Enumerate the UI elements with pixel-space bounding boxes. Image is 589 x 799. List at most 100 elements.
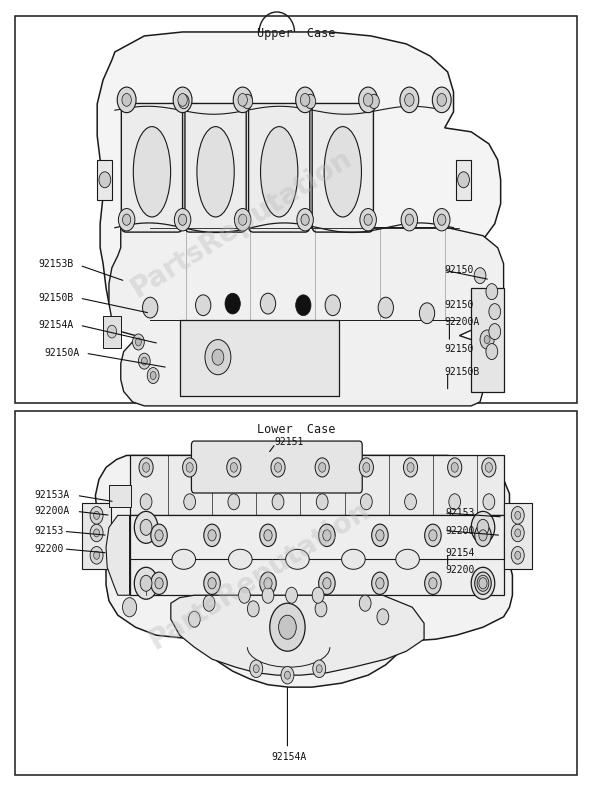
Circle shape: [407, 463, 414, 472]
Circle shape: [233, 87, 252, 113]
Circle shape: [203, 595, 215, 611]
Ellipse shape: [197, 126, 234, 217]
Circle shape: [140, 494, 152, 510]
Circle shape: [147, 368, 159, 384]
Circle shape: [297, 209, 313, 231]
Circle shape: [274, 463, 282, 472]
Circle shape: [359, 595, 371, 611]
Polygon shape: [109, 228, 504, 406]
Text: 92150: 92150: [445, 265, 474, 275]
Text: 92150A: 92150A: [44, 348, 80, 358]
Circle shape: [471, 511, 495, 543]
Circle shape: [437, 93, 446, 106]
Polygon shape: [106, 515, 130, 595]
Circle shape: [479, 530, 487, 541]
Circle shape: [155, 578, 163, 589]
Circle shape: [425, 524, 441, 547]
Ellipse shape: [324, 126, 362, 217]
Circle shape: [133, 334, 144, 350]
Text: 92200A: 92200A: [34, 507, 70, 516]
Circle shape: [260, 524, 276, 547]
Circle shape: [270, 603, 305, 651]
Ellipse shape: [172, 550, 196, 569]
Circle shape: [429, 578, 437, 589]
Circle shape: [458, 172, 469, 188]
Text: 92200: 92200: [34, 544, 64, 554]
Circle shape: [312, 587, 324, 603]
Circle shape: [250, 660, 263, 678]
Circle shape: [281, 666, 294, 684]
Circle shape: [376, 530, 384, 541]
Circle shape: [239, 587, 250, 603]
Circle shape: [253, 665, 259, 673]
Circle shape: [260, 572, 276, 594]
Circle shape: [515, 551, 521, 559]
Circle shape: [123, 214, 131, 225]
Text: PartsReputation: PartsReputation: [126, 144, 357, 304]
Circle shape: [484, 336, 490, 344]
Bar: [15, 411, 577, 775]
Circle shape: [228, 494, 240, 510]
Circle shape: [90, 547, 103, 564]
Circle shape: [359, 458, 373, 477]
Circle shape: [139, 458, 153, 477]
Circle shape: [178, 94, 189, 109]
Circle shape: [208, 578, 216, 589]
Ellipse shape: [229, 550, 252, 569]
Circle shape: [140, 519, 152, 535]
Bar: [504, 503, 532, 569]
Bar: [130, 515, 504, 595]
Circle shape: [319, 463, 326, 472]
Circle shape: [400, 87, 419, 113]
Circle shape: [323, 530, 331, 541]
Circle shape: [474, 268, 486, 284]
Circle shape: [419, 303, 435, 324]
Circle shape: [204, 524, 220, 547]
Text: 92150B: 92150B: [445, 367, 480, 376]
Circle shape: [475, 572, 491, 594]
Circle shape: [94, 551, 100, 559]
Circle shape: [230, 463, 237, 472]
Circle shape: [183, 458, 197, 477]
Circle shape: [486, 344, 498, 360]
Circle shape: [117, 87, 136, 113]
Circle shape: [369, 94, 379, 109]
Text: 92154A: 92154A: [38, 320, 74, 330]
Circle shape: [204, 572, 220, 594]
Circle shape: [264, 578, 272, 589]
Circle shape: [90, 507, 103, 524]
Circle shape: [143, 463, 150, 472]
Circle shape: [300, 93, 310, 106]
Circle shape: [425, 572, 441, 594]
Circle shape: [372, 524, 388, 547]
Circle shape: [296, 295, 311, 316]
Circle shape: [184, 494, 196, 510]
Circle shape: [471, 567, 495, 599]
Circle shape: [319, 572, 335, 594]
FancyBboxPatch shape: [191, 441, 362, 493]
Circle shape: [196, 295, 211, 316]
Circle shape: [451, 463, 458, 472]
Circle shape: [99, 172, 111, 188]
Polygon shape: [171, 595, 424, 675]
Text: 92150: 92150: [445, 300, 474, 310]
Circle shape: [363, 463, 370, 472]
Circle shape: [188, 611, 200, 627]
Polygon shape: [97, 32, 501, 312]
Circle shape: [94, 529, 100, 537]
Text: 92153: 92153: [34, 527, 64, 536]
Circle shape: [272, 494, 284, 510]
Circle shape: [360, 209, 376, 231]
FancyBboxPatch shape: [249, 103, 310, 232]
Text: 92200: 92200: [446, 526, 475, 535]
Circle shape: [135, 338, 141, 346]
Circle shape: [141, 357, 147, 365]
Circle shape: [511, 547, 524, 564]
Text: 92200A: 92200A: [445, 317, 480, 327]
Circle shape: [359, 87, 378, 113]
FancyBboxPatch shape: [185, 103, 246, 232]
Circle shape: [316, 665, 322, 673]
Circle shape: [208, 530, 216, 541]
Circle shape: [264, 530, 272, 541]
Polygon shape: [95, 455, 512, 687]
